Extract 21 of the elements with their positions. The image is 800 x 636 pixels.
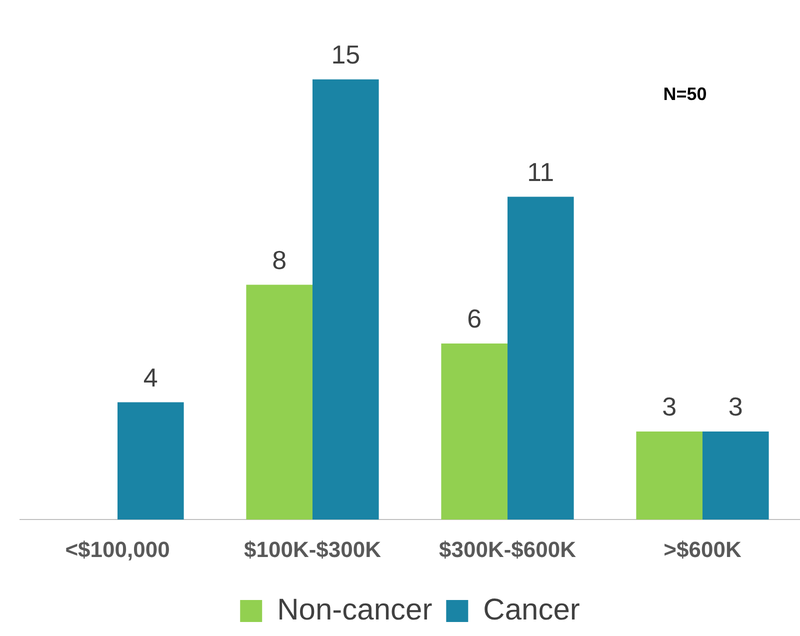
data-label: 15 [331, 40, 360, 70]
bar [508, 196, 574, 520]
data-label: 8 [272, 244, 287, 275]
annotation: N=50 [663, 84, 707, 104]
bar [702, 432, 769, 520]
data-label: 3 [662, 392, 677, 422]
bar [246, 284, 312, 520]
legend-label: Non-cancer [277, 593, 432, 626]
x-tick-label: $100K-$300K [244, 536, 382, 562]
data-label: 4 [143, 362, 158, 392]
bar [312, 79, 379, 520]
x-tick-label: >$600K [664, 536, 742, 562]
data-label: 3 [728, 392, 743, 422]
x-tick-label: <$100,000 [65, 536, 170, 562]
data-label: 6 [467, 304, 482, 334]
legend-label: Cancer [483, 593, 580, 626]
x-tick-label: $300K-$600K [439, 536, 576, 562]
bar [441, 344, 508, 520]
data-label: 11 [527, 156, 554, 187]
bar [118, 402, 184, 520]
bar [636, 432, 702, 520]
